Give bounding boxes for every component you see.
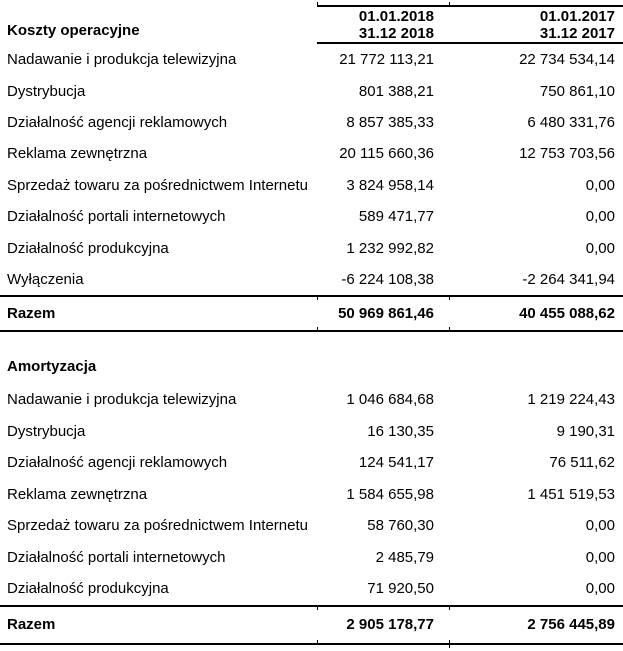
value-2018: 16 130,35 xyxy=(367,422,434,440)
value-2018: 8 857 385,33 xyxy=(346,113,434,131)
value-2017: -2 264 341,94 xyxy=(522,270,615,288)
value-2018: 58 760,30 xyxy=(367,517,434,535)
value-2018: 1 046 684,68 xyxy=(346,391,434,409)
cell-border-tick xyxy=(317,297,318,301)
cell-border-tick xyxy=(449,2,450,5)
cell-border-tick xyxy=(317,327,318,331)
table-row: Nadawanie i produkcja telewizyjna 1 046 … xyxy=(0,384,623,416)
cell-border-tick xyxy=(449,639,450,643)
table-row: Działalność agencji reklamowych 8 857 38… xyxy=(0,107,623,138)
total-row-operating-costs: Razem 50 969 861,46 40 455 088,62 xyxy=(0,295,623,333)
value-2017: 1 451 519,53 xyxy=(527,485,615,503)
value-2017: 6 480 331,76 xyxy=(527,113,615,131)
section-spacer xyxy=(0,332,623,348)
section-title-row: Amortyzacja xyxy=(0,348,623,384)
value-2017: 76 511,62 xyxy=(549,454,615,472)
row-label: Działalność portali internetowych xyxy=(7,548,226,566)
total-label: Razem xyxy=(7,616,56,634)
period-2017-end: 31.12 2017 xyxy=(539,25,615,42)
value-2018: 1 232 992,82 xyxy=(346,239,434,257)
value-2017: 9 190,31 xyxy=(556,422,615,440)
table-row: Działalność agencji reklamowych 124 541,… xyxy=(0,447,623,479)
table-row: Dystrybucja 16 130,35 9 190,31 xyxy=(0,416,623,448)
row-label: Działalność portali internetowych xyxy=(7,208,226,226)
table-header: Koszty operacyjne 01.01.2018 31.12 2018 … xyxy=(0,0,623,44)
cell-border-tick xyxy=(317,606,318,610)
section-title-amortization: Amortyzacja xyxy=(7,357,97,375)
table-row: Wyłączenia -6 224 108,38 -2 264 341,94 xyxy=(0,264,623,295)
column-header-period-2018: 01.01.2018 31.12 2018 xyxy=(317,7,450,42)
total-label: Razem xyxy=(7,305,56,323)
value-2017: 12 753 703,56 xyxy=(519,145,615,163)
value-2018: 589 471,77 xyxy=(358,208,434,226)
table-row: Sprzedaż towaru za pośrednictwem Interne… xyxy=(0,170,623,201)
value-2017: 0,00 xyxy=(585,517,615,535)
value-2017: 0,00 xyxy=(585,239,615,257)
value-2017: 0,00 xyxy=(585,548,615,566)
period-2018-start: 01.01.2018 xyxy=(358,8,434,25)
table-row: Nadawanie i produkcja telewizyjna 21 772… xyxy=(0,44,623,75)
cell-border-tick xyxy=(449,644,450,648)
period-header-group: 01.01.2018 31.12 2018 01.01.2017 31.12 2… xyxy=(317,2,623,44)
operating-costs-rows: Nadawanie i produkcja telewizyjna 21 772… xyxy=(0,44,623,295)
total-value-2018: 50 969 861,46 xyxy=(338,305,434,323)
row-label: Sprzedaż towaru za pośrednictwem Interne… xyxy=(7,517,308,535)
table-row: Reklama zewnętrzna 20 115 660,36 12 753 … xyxy=(0,138,623,169)
amortization-rows: Nadawanie i produkcja telewizyjna 1 046 … xyxy=(0,384,623,605)
table-row: Działalność produkcyjna 71 920,50 0,00 xyxy=(0,573,623,605)
cell-border-tick xyxy=(449,606,450,610)
table-row: Działalność produkcyjna 1 232 992,82 0,0… xyxy=(0,232,623,263)
value-2018: 3 824 958,14 xyxy=(346,176,434,194)
row-label: Dystrybucja xyxy=(7,422,86,440)
value-2017: 750 861,10 xyxy=(539,82,615,100)
row-label: Nadawanie i produkcja telewizyjna xyxy=(7,391,237,409)
value-2017: 0,00 xyxy=(585,208,615,226)
cell-border-tick xyxy=(317,2,318,5)
row-label: Wyłączenia xyxy=(7,270,84,288)
section-title-operating-costs: Koszty operacyjne xyxy=(7,22,140,39)
total-row-amortization: Razem 2 905 178,77 2 756 445,89 xyxy=(0,604,623,648)
row-label: Nadawanie i produkcja telewizyjna xyxy=(7,51,237,69)
value-2018: 21 772 113,21 xyxy=(339,51,434,69)
cell-border-tick xyxy=(317,639,318,643)
value-2017: 22 734 534,14 xyxy=(519,51,615,69)
cell-border-tick xyxy=(449,297,450,301)
table-row: Dystrybucja 801 388,21 750 861,10 xyxy=(0,75,623,106)
table-row: Reklama zewnętrzna 1 584 655,98 1 451 51… xyxy=(0,479,623,511)
total-value-2017: 2 756 445,89 xyxy=(527,616,615,634)
table-row: Sprzedaż towaru za pośrednictwem Interne… xyxy=(0,510,623,542)
table-row: Działalność portali internetowych 589 47… xyxy=(0,201,623,232)
row-label: Dystrybucja xyxy=(7,82,86,100)
row-label: Działalność produkcyjna xyxy=(7,239,169,257)
period-2018-end: 31.12 2018 xyxy=(358,25,434,42)
value-2017: 0,00 xyxy=(585,580,615,598)
row-label: Działalność produkcyjna xyxy=(7,580,169,598)
value-2018: 20 115 660,36 xyxy=(339,145,434,163)
row-label: Działalność agencji reklamowych xyxy=(7,113,228,131)
value-2018: 801 388,21 xyxy=(358,82,434,100)
value-2018: 2 485,79 xyxy=(375,548,434,566)
value-2017: 0,00 xyxy=(585,176,615,194)
column-header-period-2017: 01.01.2017 31.12 2017 xyxy=(450,7,623,42)
period-2017-start: 01.01.2017 xyxy=(539,8,615,25)
value-2018: 1 584 655,98 xyxy=(346,485,434,503)
total-value-2017: 40 455 088,62 xyxy=(519,305,615,323)
row-label: Reklama zewnętrzna xyxy=(7,485,148,503)
row-label: Reklama zewnętrzna xyxy=(7,145,148,163)
row-label: Działalność agencji reklamowych xyxy=(7,454,228,472)
value-2018: 124 541,17 xyxy=(358,454,434,472)
total-value-2018: 2 905 178,77 xyxy=(346,616,434,634)
cell-border-tick xyxy=(449,327,450,331)
value-2018: -6 224 108,38 xyxy=(341,270,434,288)
value-2017: 1 219 224,43 xyxy=(527,391,615,409)
table-row: Działalność portali internetowych 2 485,… xyxy=(0,542,623,574)
row-label: Sprzedaż towaru za pośrednictwem Interne… xyxy=(7,176,308,194)
value-2018: 71 920,50 xyxy=(367,580,434,598)
